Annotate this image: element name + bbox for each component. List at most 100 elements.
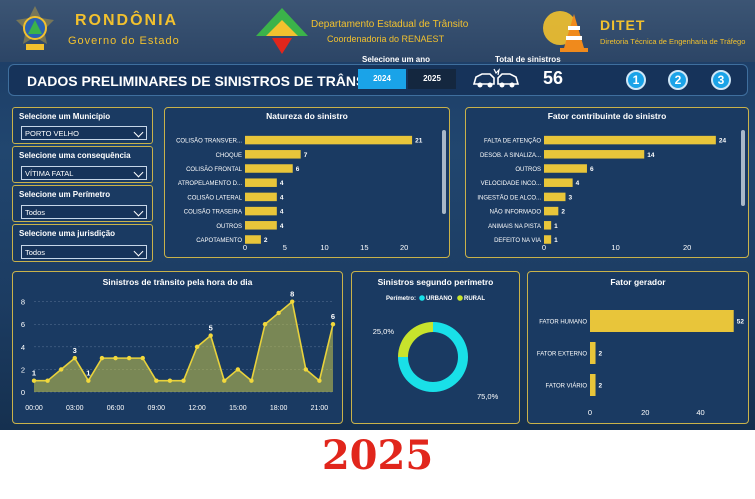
chevron-down-icon [133,246,144,257]
page-2-button[interactable]: 2 [668,70,688,90]
data-label: 5 [209,324,213,333]
data-point [235,367,241,372]
bar [245,164,293,173]
data-label: 4 [576,180,580,187]
category-label: COLISÃO LATERAL [187,194,242,201]
tick-label: 20 [683,243,691,252]
data-point [208,333,213,338]
data-point [249,378,254,383]
data-label: 1 [554,237,558,244]
bar [245,206,277,216]
category-label: DESOB. A SINALIZA... [480,153,541,159]
page-title: DADOS PRELIMINARES DE SINISTROS DE TRÂNS… [27,73,389,89]
bar [544,164,587,173]
chevron-down-icon [133,167,144,178]
select-value: Todos [25,208,46,217]
data-point [113,355,118,361]
x-tick-label: 15:00 [229,405,247,412]
data-label: 6 [590,166,594,173]
state-subtitle: Governo do Estado [68,35,180,47]
legend-swatch [419,295,425,301]
municipio-select[interactable]: PORTO VELHO [21,126,147,140]
bar [245,235,261,244]
tick-label: 20 [641,408,649,417]
category-label: OUTROS [216,224,242,230]
bar [245,178,277,187]
perimetro-select[interactable]: Todos [21,205,147,219]
chevron-down-icon [133,127,144,138]
filter-label: Selecione um Perímetro [19,190,111,199]
filter-label: Selecione um Município [19,112,111,121]
slice-label: 25,0% [373,327,395,336]
data-point [194,344,200,350]
filter-label: Selecione uma jurisdição [19,229,116,238]
x-tick-label: 00:00 [25,405,43,412]
category-label: INGESTÃO DE ALCO... [477,194,541,201]
tick-label: 15 [360,243,368,252]
year-2025-button[interactable]: 2025 [408,69,456,89]
bar [245,221,277,230]
data-point [290,299,295,304]
data-label: 4 [280,194,284,201]
jurisdicao-select[interactable]: Todos [21,245,147,259]
data-point [330,322,336,327]
hora-panel: Sinistros de trânsito pela hora do dia 0… [12,271,343,424]
tick-label: 0 [243,243,247,252]
data-label: 3 [568,194,572,201]
data-label: 7 [304,152,308,159]
data-label: 4 [280,209,284,216]
select-value: PORTO VELHO [25,129,79,138]
header-banner: RONDÔNIA Governo do Estado Departamento … [0,0,755,62]
bar [544,150,645,159]
perimetro-panel: Sinistros segundo perímetro Perímetro: UR… [351,271,520,424]
year-2024-button[interactable]: 2024 [358,69,406,89]
ditet-subtitle: Diretoria Técnica de Engenharia de Tráfe… [600,37,746,46]
bar [544,178,573,187]
data-point [222,378,227,383]
data-label: 2 [599,351,603,358]
category-label: NÃO INFORMADO [490,209,542,216]
state-name: RONDÔNIA [75,12,179,29]
consequencia-select[interactable]: VÍTIMA FATAL [21,166,147,180]
total-label: Total de sinistros [495,55,561,64]
data-label: 52 [737,319,745,326]
category-label: VELOCIDADE INCO... [481,181,542,187]
data-point [167,378,173,383]
legend-label: URBANO [426,296,453,302]
natureza-chart: COLISÃO TRANSVER... 21 CHOQUE 7 COLISÃO FRON… [176,135,423,252]
area-fill [34,301,333,392]
bar [544,135,716,145]
data-label: 24 [719,138,727,145]
filter-municipio: Selecione um Município PORTO VELHO [12,107,153,144]
data-point [45,378,50,383]
data-label: 2 [561,209,565,216]
tick-label: 0 [588,408,592,417]
perimetro-chart: Perímetro: URBANO RURAL 25,0% 75,0% [373,295,499,401]
select-value: VÍTIMA FATAL [25,169,74,178]
pie-slice [398,322,433,357]
y-tick-label: 0 [21,388,25,397]
data-label: 8 [290,290,294,299]
bar [544,206,559,216]
bar [544,221,552,230]
filter-perimetro: Selecione um Perímetro Todos [12,185,153,222]
x-tick-label: 03:00 [66,405,84,412]
data-label: 1 [86,369,90,378]
scrollbar[interactable] [741,130,745,206]
total-value: 56 [543,68,564,88]
page-3-button[interactable]: 3 [711,70,731,90]
bar [245,150,301,159]
fator-gerador-panel: Fator gerador FATOR HUMANO 52 FATOR EXTERN… [527,271,749,424]
data-point [99,355,105,361]
tick-label: 10 [611,243,619,252]
chart-title: Fator contribuinte do sinistro [547,111,667,121]
scrollbar[interactable] [442,130,446,214]
chart-title: Fator gerador [610,277,666,287]
x-tick-label: 06:00 [107,405,125,412]
page-1-button[interactable]: 1 [626,70,646,90]
category-label: CHOQUE [216,153,242,159]
category-label: FATOR VIÁRIO [546,383,588,390]
data-label: 4 [280,223,284,230]
ditet-name: DITET [600,17,646,33]
x-tick-label: 09:00 [148,405,166,412]
